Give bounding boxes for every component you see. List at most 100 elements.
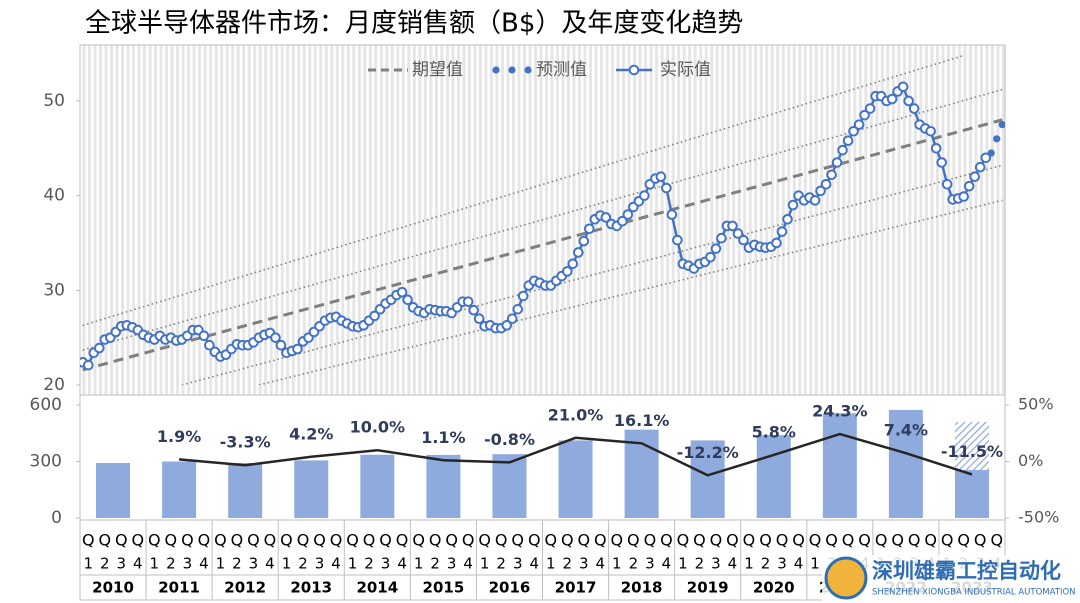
quarter-label: 2 bbox=[496, 555, 506, 573]
month-stripe bbox=[357, 45, 361, 395]
month-stripe bbox=[324, 45, 328, 395]
quarter-prefix: Q bbox=[148, 531, 161, 550]
forecast-point bbox=[987, 149, 995, 157]
quarter-label: 1 bbox=[414, 555, 424, 573]
point bbox=[925, 125, 936, 137]
month-stripe bbox=[864, 45, 868, 395]
point bbox=[941, 178, 953, 190]
point bbox=[672, 234, 683, 246]
point bbox=[292, 343, 303, 355]
month-stripe bbox=[220, 45, 224, 395]
quarter-label: 1 bbox=[216, 555, 226, 573]
point bbox=[732, 228, 744, 239]
month-stripe bbox=[110, 45, 114, 395]
data-label: -11.5% bbox=[941, 442, 1003, 461]
month-stripe bbox=[379, 45, 383, 395]
month-stripe bbox=[467, 45, 471, 395]
legend-swatch bbox=[524, 66, 532, 74]
month-stripe bbox=[159, 45, 163, 395]
month-stripe bbox=[275, 45, 279, 395]
month-stripe bbox=[451, 45, 455, 395]
quarter-prefix: Q bbox=[858, 531, 871, 550]
quarter-prefix: Q bbox=[759, 531, 772, 550]
month-stripe bbox=[704, 45, 708, 395]
month-stripe bbox=[693, 45, 697, 395]
quarter-prefix: Q bbox=[214, 531, 227, 550]
quarter-label: 3 bbox=[645, 555, 655, 573]
quarter-label: 3 bbox=[513, 555, 523, 573]
point bbox=[727, 220, 738, 232]
quarter-prefix: Q bbox=[363, 531, 376, 550]
quarter-label: 4 bbox=[662, 555, 672, 573]
data-label: 4.2% bbox=[289, 424, 333, 443]
month-stripe bbox=[743, 45, 747, 395]
month-stripe bbox=[176, 45, 180, 395]
quarter-prefix: Q bbox=[677, 531, 690, 550]
quarter-label: 4 bbox=[331, 555, 341, 573]
data-label: 10.0% bbox=[350, 418, 406, 437]
band-line bbox=[82, 54, 964, 327]
month-stripe bbox=[247, 45, 251, 395]
month-stripe bbox=[990, 45, 994, 395]
month-stripe bbox=[302, 45, 306, 395]
watermark-logo bbox=[824, 556, 868, 600]
month-stripe bbox=[522, 45, 526, 395]
point bbox=[815, 185, 826, 197]
month-stripe bbox=[214, 45, 218, 395]
month-stripe bbox=[825, 45, 829, 395]
month-stripe bbox=[154, 45, 158, 395]
quarter-label: 3 bbox=[447, 555, 457, 573]
month-stripe bbox=[765, 45, 769, 395]
point bbox=[578, 235, 590, 247]
point bbox=[572, 247, 584, 258]
month-stripe bbox=[677, 45, 681, 395]
month-stripe bbox=[1001, 45, 1005, 395]
quarter-prefix: Q bbox=[297, 531, 310, 550]
month-stripe bbox=[209, 45, 213, 395]
month-stripe bbox=[137, 45, 141, 395]
x-tick-label: 2011 bbox=[158, 579, 200, 597]
month-stripe bbox=[440, 45, 444, 395]
month-stripe bbox=[886, 45, 890, 395]
point bbox=[710, 243, 722, 254]
quarter-label: 3 bbox=[579, 555, 589, 573]
quarter-prefix: Q bbox=[957, 531, 970, 550]
month-stripe bbox=[853, 45, 857, 395]
point bbox=[639, 190, 650, 201]
month-stripe bbox=[165, 45, 169, 395]
bar bbox=[294, 460, 329, 518]
month-stripe bbox=[952, 45, 956, 395]
month-stripe bbox=[792, 45, 796, 395]
month-stripe bbox=[544, 45, 549, 395]
quarter-prefix: Q bbox=[974, 531, 987, 550]
month-stripe bbox=[82, 45, 86, 395]
month-stripe bbox=[957, 45, 961, 395]
point bbox=[369, 310, 380, 322]
quarter-label: 2 bbox=[232, 555, 242, 573]
data-label: 1.9% bbox=[157, 427, 201, 446]
month-stripe bbox=[732, 45, 736, 395]
forecast-bar bbox=[954, 421, 989, 470]
month-stripe bbox=[368, 45, 372, 395]
quarter-prefix: Q bbox=[495, 531, 508, 550]
quarter-label: 2 bbox=[629, 555, 639, 573]
data-label: 7.4% bbox=[884, 421, 928, 440]
y-tick-label: 50 bbox=[43, 91, 65, 111]
data-label: 1.1% bbox=[421, 428, 465, 447]
quarter-label: 3 bbox=[777, 555, 787, 573]
quarter-prefix: Q bbox=[941, 531, 954, 550]
month-stripe bbox=[407, 45, 411, 395]
month-stripe bbox=[726, 45, 730, 395]
point bbox=[936, 157, 947, 168]
point bbox=[275, 339, 287, 351]
point bbox=[666, 209, 678, 220]
bar bbox=[756, 435, 791, 518]
point bbox=[809, 195, 821, 206]
quarter-prefix: Q bbox=[875, 531, 888, 550]
point bbox=[402, 294, 413, 306]
month-stripe bbox=[148, 45, 152, 395]
month-stripe bbox=[935, 45, 939, 395]
month-stripe bbox=[258, 45, 262, 395]
quarter-label: 4 bbox=[596, 555, 606, 573]
y2-tick-label: 50% bbox=[1018, 395, 1054, 414]
